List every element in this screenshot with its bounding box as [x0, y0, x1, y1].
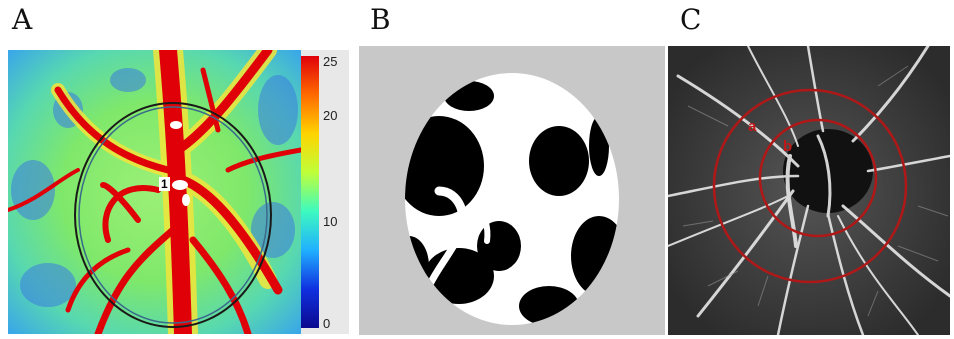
colorbar-tick-0: 0 [323, 316, 331, 331]
panel-label-c: C [680, 3, 702, 36]
panel-a-heatmap: 1 [6, 35, 304, 339]
colorbar-tick-25: 25 [323, 54, 338, 69]
inner-circle-label: b [783, 138, 793, 155]
panel-label-a: A [12, 3, 33, 36]
outer-circle-label: a [748, 118, 757, 135]
colorbar-gradient [301, 56, 319, 328]
colorbar: 25 20 10 0 [301, 50, 349, 334]
panel-b-binary [359, 46, 665, 335]
colorbar-tick-20: 20 [323, 108, 338, 123]
panel-label-b: B [370, 3, 391, 36]
angiography-image [666, 44, 952, 337]
colorbar-tick-10: 10 [323, 214, 338, 229]
heatmap-image [6, 35, 304, 339]
marker-label: 1 [159, 177, 170, 191]
binary-image [405, 73, 619, 325]
panel-c-angiography: a b [666, 44, 952, 337]
